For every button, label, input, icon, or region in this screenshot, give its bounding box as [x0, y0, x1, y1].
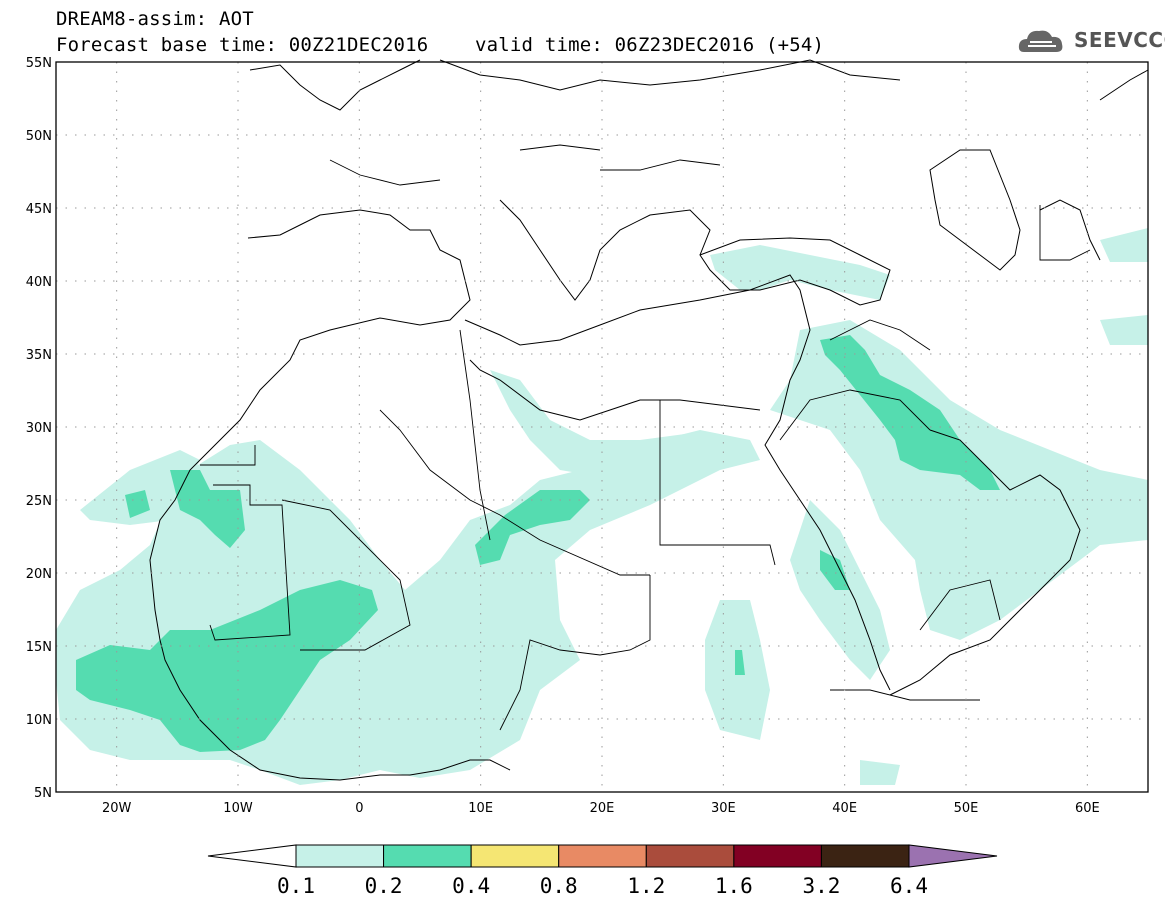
aot-region-mauritania-high — [170, 470, 245, 548]
colorbar-swatch — [295, 844, 385, 868]
latitude-tick-label: 10N — [26, 713, 52, 728]
longitude-labels: 20W 10W 0 10E 20E 30E 40E 50E 60E — [102, 801, 1100, 816]
logo-text: SEEVCCC — [1074, 28, 1165, 52]
map-frame — [55, 61, 1149, 793]
colorbar-high-arrow — [908, 844, 998, 868]
colorbar-label: 0.2 — [365, 874, 403, 898]
aot-region-red-sea-high — [820, 550, 850, 590]
colorbar-label: 6.4 — [890, 874, 928, 898]
latitude-tick-label: 30N — [26, 421, 52, 436]
latitude-tick-label: 35N — [26, 348, 52, 363]
aot-region-iran-east — [1100, 315, 1148, 345]
longitude-tick-label: 50E — [954, 801, 979, 816]
colorbar-label: 0.1 — [277, 874, 315, 898]
aot-region-atlantic-high — [125, 490, 150, 518]
colorbar-label: 1.6 — [715, 874, 753, 898]
longitude-tick-label: 10W — [223, 801, 253, 816]
aot-region-black-sea — [710, 245, 890, 300]
colorbar-low-arrow — [207, 844, 297, 868]
colorbar-swatch — [470, 844, 560, 868]
coastlines — [149, 59, 1149, 781]
forecast-time-line: Forecast base time: 00Z21DEC2016 valid t… — [56, 34, 825, 56]
colorbar-label: 3.2 — [802, 874, 840, 898]
cloud-logo-icon — [1018, 30, 1063, 52]
latitude-tick-label: 40N — [26, 275, 52, 290]
latitude-tick-label: 50N — [26, 129, 52, 144]
latitude-tick-label: 5N — [34, 786, 52, 801]
aot-shading — [56, 228, 1148, 785]
latitude-tick-label: 15N — [26, 640, 52, 655]
latitude-tick-label: 55N — [26, 56, 52, 71]
colorbar-swatch — [820, 844, 910, 868]
colorbar-swatch — [645, 844, 735, 868]
aot-region-iraq-high — [820, 335, 1000, 490]
longitude-tick-label: 0 — [355, 801, 363, 816]
longitude-tick-label: 10E — [468, 801, 493, 816]
colorbar-swatch — [733, 844, 822, 868]
latitude-tick-label: 20N — [26, 567, 52, 582]
country-borders — [200, 144, 1091, 731]
colorbar: 0.1 0.2 0.4 0.8 1.2 1.6 3.2 6.4 — [207, 844, 998, 898]
aot-region-sahara-north — [490, 370, 740, 480]
longitude-tick-label: 20W — [102, 801, 132, 816]
latitude-labels: 55N 50N 45N 40N 35N 30N 25N 20N 15N 10N 5N — [26, 56, 52, 801]
colorbar-label: 1.2 — [627, 874, 665, 898]
colorbar-swatch — [558, 844, 647, 868]
colorbar-label: 0.4 — [452, 874, 490, 898]
longitude-tick-label: 30E — [711, 801, 736, 816]
aot-region-sudan-high — [735, 650, 745, 675]
longitude-tick-label: 40E — [832, 801, 857, 816]
aot-region-west-africa-high — [76, 580, 378, 752]
aot-region-niger-high — [475, 490, 590, 565]
colorbar-swatch — [383, 844, 472, 868]
map-title: DREAM8-assim: AOT — [56, 8, 254, 30]
latitude-tick-label: 25N — [26, 494, 52, 509]
colorbar-label: 0.8 — [540, 874, 578, 898]
latitude-tick-label: 45N — [26, 202, 52, 217]
longitude-tick-label: 60E — [1075, 801, 1100, 816]
graticule — [56, 62, 1148, 792]
longitude-tick-label: 20E — [590, 801, 615, 816]
aot-region-east-africa — [860, 760, 900, 785]
aot-region-caspian — [1100, 228, 1148, 262]
